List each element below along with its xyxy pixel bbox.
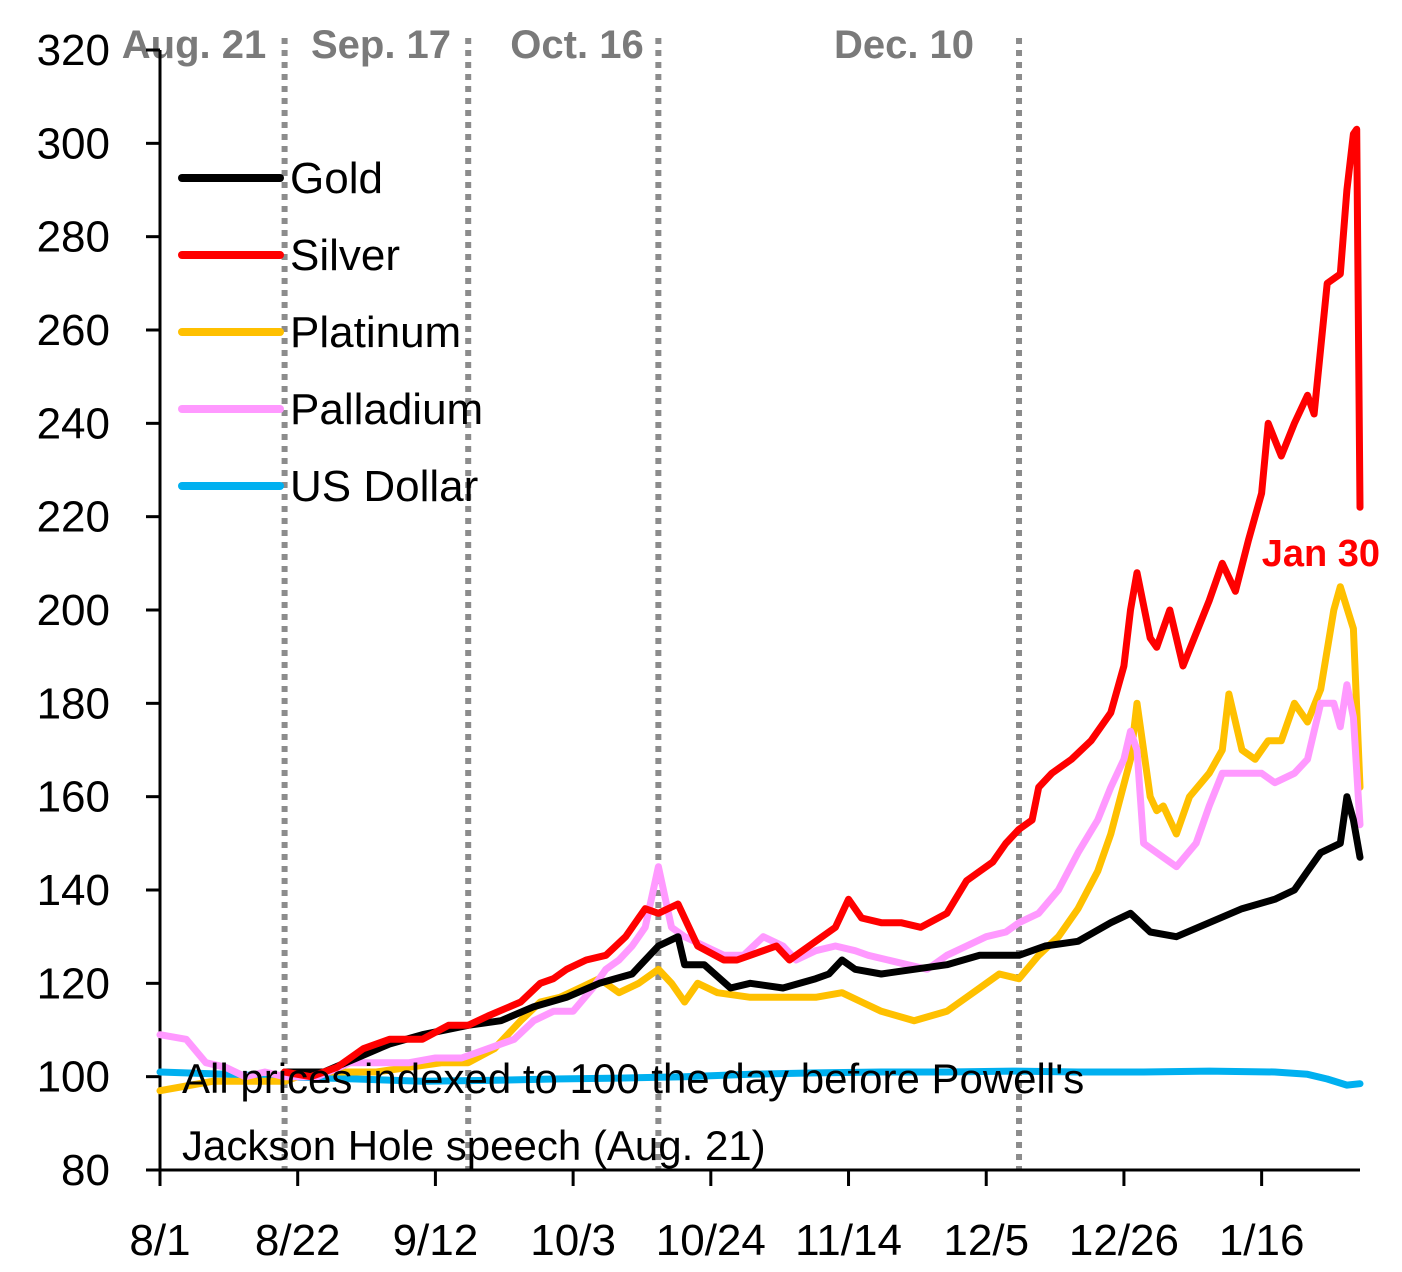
note-line-1: All prices indexed to 100 the day before… [182,1055,1084,1102]
legend-label-gold: Gold [290,154,383,203]
series-line-platinum [156,583,1364,1095]
legend-label-silver: Silver [290,231,400,280]
y-tick-label-160: 160 [37,773,110,822]
legend-label-us-dollar: US Dollar [290,462,478,511]
series-line-gold [281,793,1364,1076]
event-label-sep17: Sep. 17 [311,23,451,67]
y-tick-label-260: 260 [37,306,110,355]
y-tick-label-220: 220 [37,493,110,542]
y-tick-label-320: 320 [37,26,110,75]
series-line-silver [281,125,1364,1081]
x-tick-labels: 8/1 8/22 9/12 10/3 10/24 11/14 12/5 12/26 1/16 [129,1216,1304,1265]
y-tick-label-180: 180 [37,679,110,728]
y-tick-label-240: 240 [37,399,110,448]
legend-label-platinum: Platinum [290,308,461,357]
y-tick-label-120: 120 [37,959,110,1008]
y-tick-label-280: 280 [37,213,110,262]
event-labels: Aug. 21 Sep. 17 Oct. 16 Dec. 10 [122,23,974,67]
x-tick-label-3: 10/3 [530,1216,616,1265]
y-tick-label-300: 300 [37,119,110,168]
x-tick-label-5: 11/14 [795,1216,902,1265]
x-tick-label-6: 12/5 [943,1216,1029,1265]
y-tick-label-140: 140 [37,866,110,915]
legend: Gold Silver Platinum Palladium US Dollar [178,154,483,511]
axes [146,48,1360,1186]
event-lines [281,38,1023,1170]
y-tick-label-80: 80 [61,1146,110,1195]
series-line-palladium [156,681,1364,1081]
event-label-oct16: Oct. 16 [510,23,643,67]
series-line-us-dollar [156,1067,1364,1089]
series-lines [156,125,1364,1095]
y-tick-labels: 80 100 120 140 160 180 200 220 240 260 280 300 320 [37,26,110,1195]
x-tick-label-2: 9/12 [393,1216,479,1265]
event-label-dec10: Dec. 10 [834,23,974,67]
x-tick-label-4: 10/24 [656,1216,766,1265]
x-tick-label-7: 12/26 [1069,1216,1179,1265]
event-label-aug21: Aug. 21 [122,23,266,67]
note-line-2: Jackson Hole speech (Aug. 21) [182,1122,766,1169]
annotation-jan30: Jan 30 [1262,533,1380,575]
x-tick-label-0: 8/1 [129,1216,190,1265]
x-tick-label-1: 8/22 [255,1216,341,1265]
y-tick-label-100: 100 [37,1053,110,1102]
legend-label-palladium: Palladium [290,385,483,434]
x-tick-label-8: 1/16 [1219,1216,1305,1265]
y-tick-label-200: 200 [37,586,110,635]
